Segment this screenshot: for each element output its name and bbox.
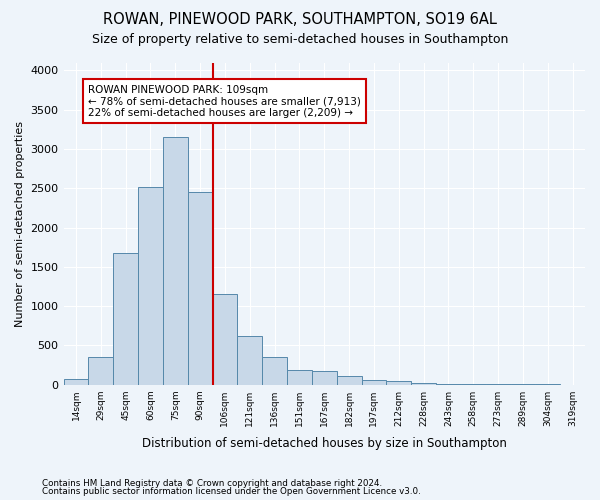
Text: Contains public sector information licensed under the Open Government Licence v3: Contains public sector information licen… — [42, 487, 421, 496]
Bar — [411, 382, 436, 384]
Bar — [287, 370, 312, 384]
Text: Size of property relative to semi-detached houses in Southampton: Size of property relative to semi-detach… — [92, 32, 508, 46]
Bar — [362, 380, 386, 384]
Bar — [64, 379, 88, 384]
Bar — [212, 294, 238, 384]
Bar — [238, 336, 262, 384]
Text: ROWAN, PINEWOOD PARK, SOUTHAMPTON, SO19 6AL: ROWAN, PINEWOOD PARK, SOUTHAMPTON, SO19 … — [103, 12, 497, 28]
Y-axis label: Number of semi-detached properties: Number of semi-detached properties — [15, 120, 25, 326]
X-axis label: Distribution of semi-detached houses by size in Southampton: Distribution of semi-detached houses by … — [142, 437, 507, 450]
Bar — [262, 357, 287, 384]
Bar — [113, 254, 138, 384]
Bar — [312, 371, 337, 384]
Bar — [188, 192, 212, 384]
Text: ROWAN PINEWOOD PARK: 109sqm
← 78% of semi-detached houses are smaller (7,913)
22: ROWAN PINEWOOD PARK: 109sqm ← 78% of sem… — [88, 84, 361, 117]
Bar — [88, 357, 113, 384]
Bar — [386, 381, 411, 384]
Text: Contains HM Land Registry data © Crown copyright and database right 2024.: Contains HM Land Registry data © Crown c… — [42, 478, 382, 488]
Bar — [138, 188, 163, 384]
Bar — [163, 137, 188, 384]
Bar — [337, 376, 362, 384]
